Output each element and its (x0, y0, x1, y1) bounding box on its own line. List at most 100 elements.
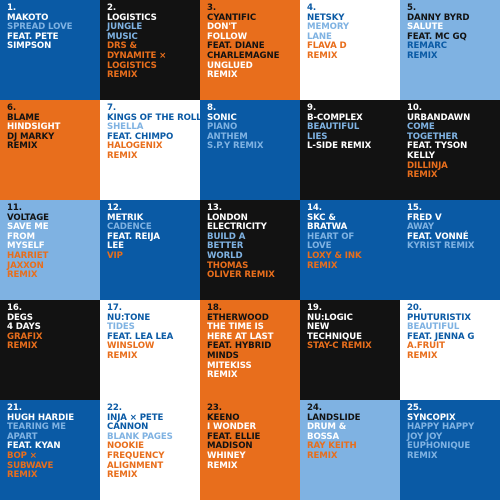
track-tile: 24. LANDSLIDE DRUM & BOSSA RAY KEITH REMIX (300, 400, 400, 500)
track-text-line: BEAUTIFUL (307, 122, 360, 133)
track-text-line: DON'T (207, 22, 237, 33)
track-number: 13. (207, 203, 222, 213)
track-text-line: SALUTE (407, 22, 444, 33)
track-text-line: VIP (107, 250, 123, 261)
track-number: 18. (207, 303, 222, 313)
track-text-line: VOLTAGE (7, 212, 49, 223)
track-text-line: MITEKISS (207, 360, 252, 371)
track-text-line: HERE AT LAST (207, 331, 274, 342)
track-text-line: FOLLOW (207, 31, 248, 42)
track-tile: 20. PHUTURISTIX BEAUTIFUL FEAT. JENNA G A.FR… (400, 300, 500, 400)
track-text-line: INJA × PETE (107, 412, 164, 423)
track-text-line: WORLD (207, 250, 243, 261)
track-text-line: REMIX (307, 450, 338, 461)
track-text-line: REMIX (407, 450, 438, 461)
track-text-line: SIMPSON (7, 41, 52, 52)
track-text-line: SPREAD LOVE (7, 22, 73, 33)
track-text-line: WINSLOW (107, 341, 155, 352)
track-text-line: SKC & (307, 212, 336, 223)
track-text-line: S.P.Y REMIX (207, 141, 264, 152)
track-text-line: NU:LOGIC (307, 312, 353, 323)
track-text-line: LOGISTICS (107, 60, 157, 71)
track-text-line: TOGETHER (407, 131, 458, 142)
track-number: 7. (107, 103, 117, 113)
track-text-line: GRAFIX (7, 331, 43, 342)
track-tile: 15. FRED V AWAY FEAT. VONNÉ KYRIST REMIX (400, 200, 500, 300)
track-tile: 9. B-COMPLEX BEAUTIFUL LIES L-SIDE REMIX (300, 100, 400, 200)
track-number: 10. (407, 103, 422, 113)
track-text-line: FEAT. JENNA G (407, 331, 475, 342)
track-number: 22. (107, 403, 122, 413)
track-text-line: KYRIST REMIX (407, 241, 475, 252)
track-tile: 12. METRIK CADENCE FEAT. REIJA LEE VIP (100, 200, 200, 300)
track-text-line: NOOKIE (107, 441, 144, 452)
track-text-line: SAVE ME (7, 222, 49, 233)
track-text-line: DJ MARKY (7, 131, 55, 142)
track-text-line: KEENO (207, 412, 240, 423)
track-tile: 16. DEGS 4 DAYS GRAFIX REMIX (0, 300, 100, 400)
track-text-line: FEAT. VONNÉ (407, 231, 469, 242)
track-text-line: PIANO (207, 122, 238, 133)
track-text-line: FEAT. MC GQ (407, 31, 467, 42)
track-text-line: REMIX (107, 350, 138, 361)
track-text-line: JUNGLE (107, 22, 143, 33)
track-text-line: CADENCE (107, 222, 152, 233)
track-text-line: COME (407, 122, 435, 133)
track-tile: 6. BLAME HINDSIGHT DJ MARKY REMIX (0, 100, 100, 200)
track-text-line: REMIX (7, 270, 38, 281)
track-text-line: LIES (307, 131, 328, 142)
track-number: 24. (307, 403, 322, 413)
track-text-line: TEARING ME (7, 422, 66, 433)
track-text-line: FRED V (407, 212, 442, 223)
track-text-line: FEAT. LEA LEA (107, 331, 174, 342)
track-number: 16. (7, 303, 22, 313)
track-text-line: REMIX (7, 341, 38, 352)
track-text-line: METRIK (107, 212, 144, 223)
track-tile: 18. ETHERWOOD THE TIME IS HERE AT LAST FEAT.… (200, 300, 300, 400)
track-number: 9. (307, 103, 317, 113)
track-text-line: DRUM & (307, 422, 347, 433)
track-number: 21. (7, 403, 22, 413)
track-text-line: MEMORY (307, 22, 350, 33)
track-text-line: REMIX (207, 70, 238, 81)
track-text-line: HARRIET (7, 250, 49, 261)
track-text-line: RAY KEITH (307, 441, 357, 452)
track-text-line: CYANTIFIC (207, 12, 257, 23)
track-text-line: LOXY & INK (307, 250, 362, 261)
track-number: 15. (407, 203, 422, 213)
track-tile: 7.KINGS OF THE ROLLERSSHELLAFEAT. CHIMPO… (100, 100, 200, 200)
track-text-line: A.FRUIT (407, 341, 445, 352)
track-text-line: JOY JOY (407, 431, 443, 442)
track-text-line: L-SIDE REMIX (307, 141, 372, 152)
track-text-line: JAXXON (7, 260, 44, 271)
track-text-line: STAY-C REMIX (307, 341, 372, 352)
track-text-line: MUSIC (107, 31, 138, 42)
track-text-line: THOMAS (207, 260, 249, 271)
track-text-line: FREQUENCY (107, 450, 165, 461)
track-text-line: APART (7, 431, 38, 442)
track-text-line: SUBWAVE (7, 460, 54, 471)
track-text-line: HALOGENIX (107, 141, 163, 152)
track-tile: 4. NETSKY MEMORY LANE FLAVA D REMIX (300, 0, 400, 100)
track-text-line: UNGLUED (207, 60, 253, 71)
track-tile: 3. CYANTIFIC DON'T FOLLOW FEAT. DIANE CHARLEM… (200, 0, 300, 100)
track-text-line: NEW (307, 322, 330, 333)
track-number: 14. (307, 203, 322, 213)
track-text-line: BEAUTIFUL (407, 322, 460, 333)
track-text-line: AWAY (407, 222, 435, 233)
track-text-line: DEGS (7, 312, 33, 323)
track-text-line: HINDSIGHT (7, 122, 61, 133)
track-text-line: ETHERWOOD (207, 312, 269, 323)
track-text-line: MINDS (207, 350, 239, 361)
track-text-line: PHUTURISTIX (407, 312, 471, 323)
track-text-line: FEAT. HYBRID (207, 341, 272, 352)
track-text-line: HUGH HARDIE (7, 412, 74, 423)
track-text-line: FEAT. TYSON (407, 141, 468, 152)
track-text-line: REMIX (7, 141, 38, 152)
track-text-line: REMIX (207, 460, 238, 471)
track-text-line: FEAT. DIANE (207, 41, 265, 52)
track-number: 2. (107, 3, 117, 13)
track-text-line: REMIX (407, 170, 438, 181)
track-text-line: REMIX (7, 470, 38, 481)
